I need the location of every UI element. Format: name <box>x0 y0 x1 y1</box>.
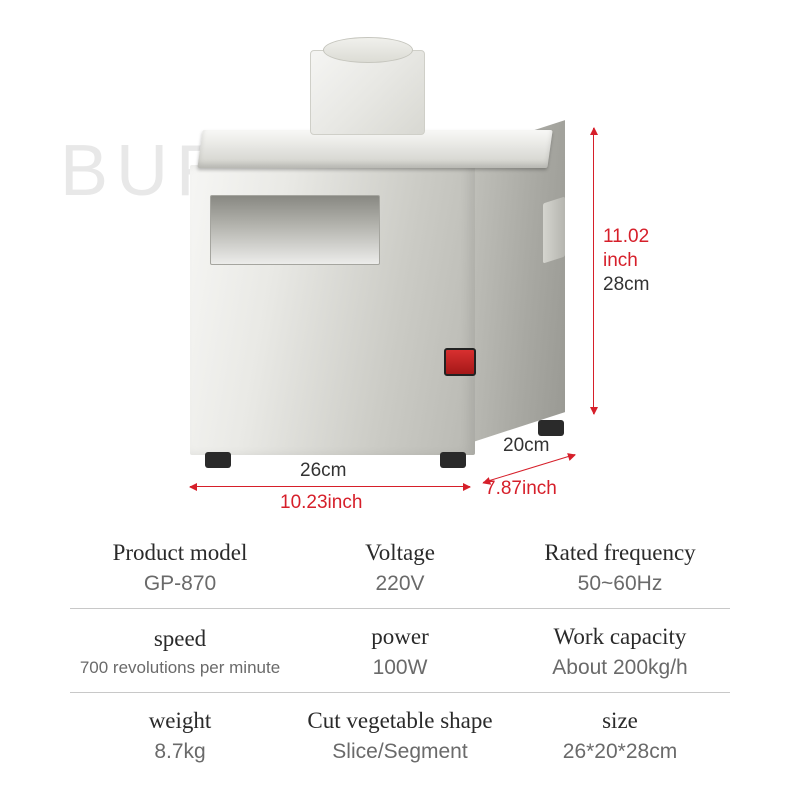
table-row: speed 700 revolutions per minute power 1… <box>70 609 730 693</box>
spec-value: 100W <box>296 656 504 680</box>
side-latch <box>543 196 565 263</box>
spec-label: speed <box>76 626 284 652</box>
machine-plate <box>197 130 552 168</box>
spec-value: 26*20*28cm <box>516 740 724 764</box>
dim-depth: 20cm <box>503 435 549 457</box>
machine <box>200 50 570 480</box>
spec-value: About 200kg/h <box>516 656 724 680</box>
specs-table: Product model GP-870 Voltage 220V Rated … <box>70 525 730 777</box>
spec-label: size <box>516 708 724 734</box>
dim-arrow-height <box>593 128 594 414</box>
spec-cell: Rated frequency 50~60Hz <box>510 525 730 608</box>
dim-depth-cm: 20cm <box>503 435 549 457</box>
spec-cell: Work capacity About 200kg/h <box>510 609 730 692</box>
foot <box>440 452 466 468</box>
hopper-opening <box>323 37 413 63</box>
machine-side <box>473 120 565 442</box>
spec-cell: weight 8.7kg <box>70 693 290 777</box>
spec-label: weight <box>76 708 284 734</box>
spec-value: 220V <box>296 572 504 596</box>
spec-cell: Product model GP-870 <box>70 525 290 608</box>
dim-depth-inch: 7.87inch <box>485 478 557 500</box>
spec-label: Voltage <box>296 540 504 566</box>
spec-value: GP-870 <box>76 572 284 596</box>
spec-cell: Voltage 220V <box>290 525 510 608</box>
dim-width-inch: 10.23inch <box>280 492 362 514</box>
hopper <box>310 50 425 135</box>
spec-value: 50~60Hz <box>516 572 724 596</box>
spec-label: power <box>296 624 504 650</box>
dim-width-cm: 26cm <box>300 460 346 482</box>
spec-label: Rated frequency <box>516 540 724 566</box>
foot <box>205 452 231 468</box>
spec-value: Slice/Segment <box>296 740 504 764</box>
spec-label: Product model <box>76 540 284 566</box>
spec-label: Work capacity <box>516 624 724 650</box>
spec-cell: speed 700 revolutions per minute <box>70 609 290 692</box>
dim-height: 11.02 inch 28cm <box>603 225 665 296</box>
table-row: Product model GP-870 Voltage 220V Rated … <box>70 525 730 609</box>
spec-label: Cut vegetable shape <box>296 708 504 734</box>
table-row: weight 8.7kg Cut vegetable shape Slice/S… <box>70 693 730 777</box>
spec-cell: power 100W <box>290 609 510 692</box>
dim-arrow-width <box>190 486 470 487</box>
power-switch <box>444 348 476 376</box>
spec-value: 700 revolutions per minute <box>76 658 284 678</box>
spec-cell: size 26*20*28cm <box>510 693 730 777</box>
output-chute <box>210 195 380 265</box>
product-illustration: 26cm 10.23inch 20cm 7.87inch 11.02 inch … <box>105 40 665 500</box>
spec-cell: Cut vegetable shape Slice/Segment <box>290 693 510 777</box>
dim-height-cm: 28cm <box>603 273 665 297</box>
foot <box>538 420 564 436</box>
dim-width: 26cm <box>300 460 346 482</box>
spec-value: 8.7kg <box>76 740 284 764</box>
